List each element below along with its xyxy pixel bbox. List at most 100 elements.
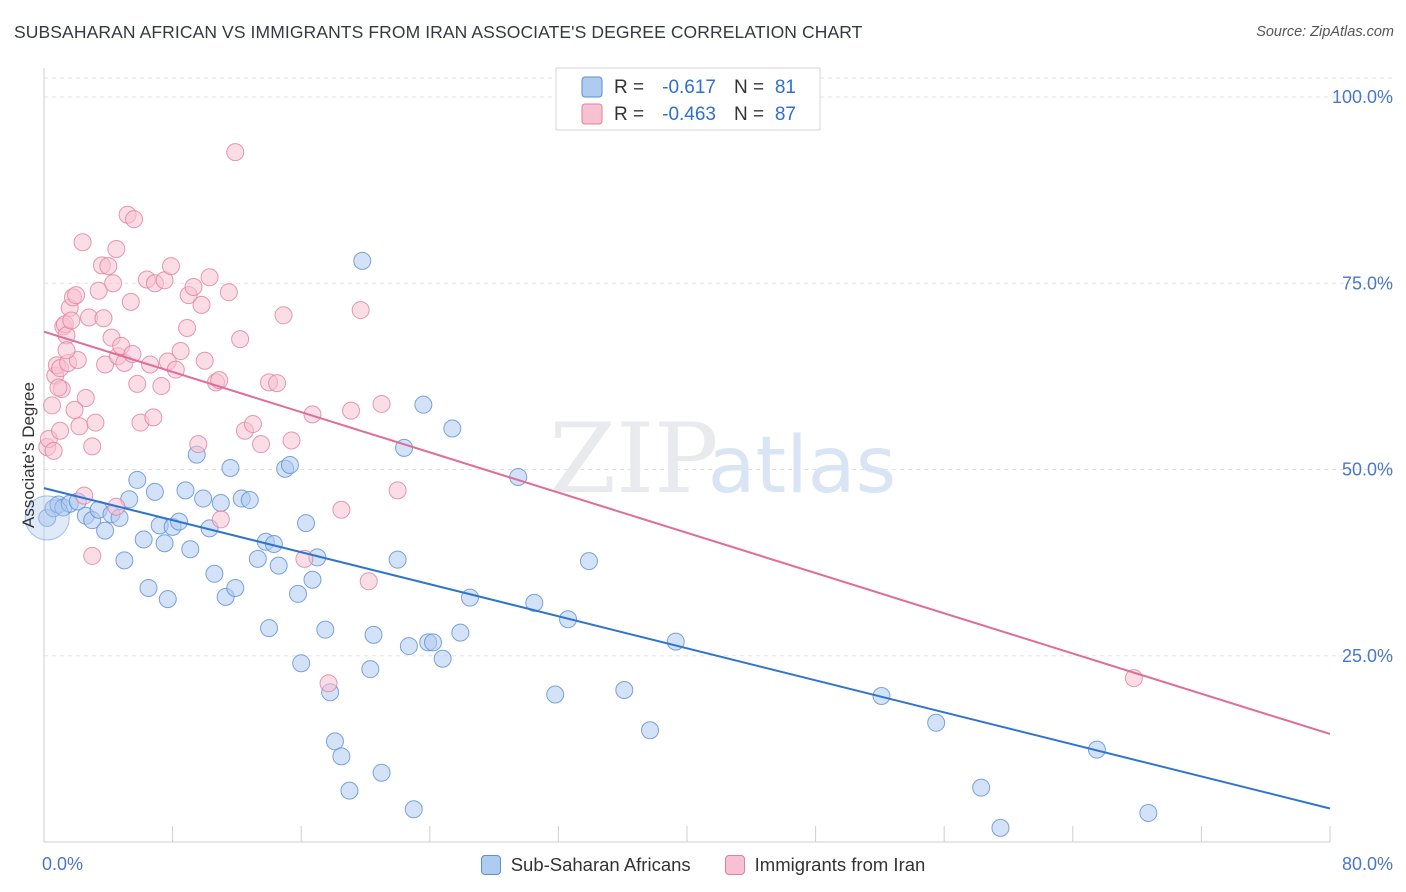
data-point bbox=[243, 415, 262, 434]
series-sub-saharan-africans bbox=[24, 251, 1158, 837]
data-point bbox=[404, 800, 423, 819]
legend-item-sub-saharan-africans: Sub-Saharan Africans bbox=[480, 854, 691, 876]
gridlines bbox=[44, 77, 1392, 657]
data-point bbox=[372, 763, 391, 782]
stats-r-label-0: R = bbox=[614, 77, 644, 98]
data-point bbox=[288, 584, 307, 603]
stats-legend-swatch-pink bbox=[581, 103, 603, 125]
data-point bbox=[319, 674, 338, 693]
data-point bbox=[62, 311, 81, 330]
data-point bbox=[240, 491, 259, 510]
data-point bbox=[128, 470, 147, 489]
data-point bbox=[219, 283, 238, 302]
data-point bbox=[121, 292, 140, 311]
data-point-cluster bbox=[24, 495, 70, 541]
data-point bbox=[303, 570, 322, 589]
data-point bbox=[145, 482, 164, 501]
data-point bbox=[86, 413, 105, 432]
data-point bbox=[144, 408, 163, 427]
data-point bbox=[205, 564, 224, 583]
data-point bbox=[252, 435, 271, 454]
data-point bbox=[399, 637, 418, 656]
data-point bbox=[443, 419, 462, 438]
data-point bbox=[359, 572, 378, 591]
x-tick-labels: 0.0% 80.0% bbox=[42, 854, 1393, 874]
y-tick-labels: 25.0% 50.0% 75.0% 100.0% bbox=[1332, 87, 1393, 666]
stats-n-label-0: N = bbox=[734, 77, 764, 98]
data-point bbox=[292, 654, 311, 673]
data-point bbox=[99, 257, 118, 276]
data-point bbox=[274, 306, 293, 325]
data-point bbox=[94, 309, 113, 328]
data-point bbox=[226, 143, 245, 162]
data-point bbox=[579, 552, 598, 571]
data-point bbox=[65, 400, 84, 419]
watermark-zip: ZIP bbox=[549, 403, 718, 515]
data-point bbox=[158, 590, 177, 609]
data-point bbox=[75, 486, 94, 505]
data-point bbox=[414, 395, 433, 414]
data-point bbox=[57, 341, 76, 360]
data-point bbox=[104, 274, 123, 293]
data-point bbox=[178, 318, 197, 337]
data-point bbox=[268, 374, 287, 393]
data-point bbox=[460, 588, 479, 607]
data-point bbox=[134, 530, 153, 549]
data-point bbox=[67, 286, 86, 305]
data-point bbox=[211, 494, 230, 513]
data-point bbox=[927, 713, 946, 732]
data-point bbox=[340, 781, 359, 800]
stats-legend: R = -0.617 N = 81 R = -0.463 N = 87 bbox=[555, 67, 821, 131]
data-point bbox=[51, 421, 70, 440]
data-point bbox=[280, 456, 299, 475]
series-immigrants-from-iran bbox=[38, 143, 1143, 693]
data-point bbox=[972, 778, 991, 797]
trendline-immigrants-from-iran bbox=[43, 330, 1331, 735]
data-point bbox=[991, 818, 1010, 837]
stats-r-value-1: -0.463 bbox=[662, 104, 716, 125]
data-point bbox=[332, 747, 351, 766]
stats-legend-swatch-blue bbox=[581, 76, 603, 98]
legend-swatch-blue bbox=[480, 855, 501, 875]
data-point bbox=[248, 549, 267, 568]
trendline-sub-saharan-africans bbox=[43, 487, 1331, 810]
data-point bbox=[351, 301, 370, 320]
legend-label-immigrants-from-iran: Immigrants from Iran bbox=[754, 854, 926, 875]
stats-n-value-0: 81 bbox=[775, 77, 796, 98]
source-label: Source: ZipAtlas.com bbox=[1256, 24, 1394, 40]
data-point bbox=[332, 500, 351, 519]
data-point bbox=[189, 435, 208, 454]
data-point bbox=[89, 281, 108, 300]
legend-swatch-pink bbox=[724, 855, 745, 875]
data-point bbox=[303, 405, 322, 424]
data-point bbox=[115, 551, 134, 570]
stats-r-label-1: R = bbox=[614, 104, 644, 125]
data-point bbox=[316, 620, 335, 639]
data-point bbox=[525, 593, 544, 612]
stats-n-value-1: 87 bbox=[775, 104, 796, 125]
data-point bbox=[226, 578, 245, 597]
data-point bbox=[70, 417, 89, 436]
data-point bbox=[364, 625, 383, 644]
data-point bbox=[211, 510, 230, 529]
data-point bbox=[221, 459, 240, 478]
data-point bbox=[451, 623, 470, 642]
legend-label-sub-saharan-africans: Sub-Saharan Africans bbox=[510, 854, 691, 875]
data-point bbox=[424, 633, 443, 652]
legend-item-immigrants-from-iran: Immigrants from Iran bbox=[724, 854, 926, 876]
data-point bbox=[342, 401, 361, 420]
data-point bbox=[184, 277, 203, 296]
data-point bbox=[43, 396, 62, 415]
data-point bbox=[282, 431, 301, 450]
data-point bbox=[615, 681, 634, 700]
data-point bbox=[433, 649, 452, 668]
data-point bbox=[161, 257, 180, 276]
data-point bbox=[231, 330, 250, 349]
data-point bbox=[269, 556, 288, 575]
y-tick-label: 50.0% bbox=[1342, 460, 1393, 480]
data-point bbox=[76, 388, 95, 407]
data-point bbox=[388, 550, 407, 569]
data-point bbox=[641, 721, 660, 740]
data-point bbox=[139, 578, 158, 597]
